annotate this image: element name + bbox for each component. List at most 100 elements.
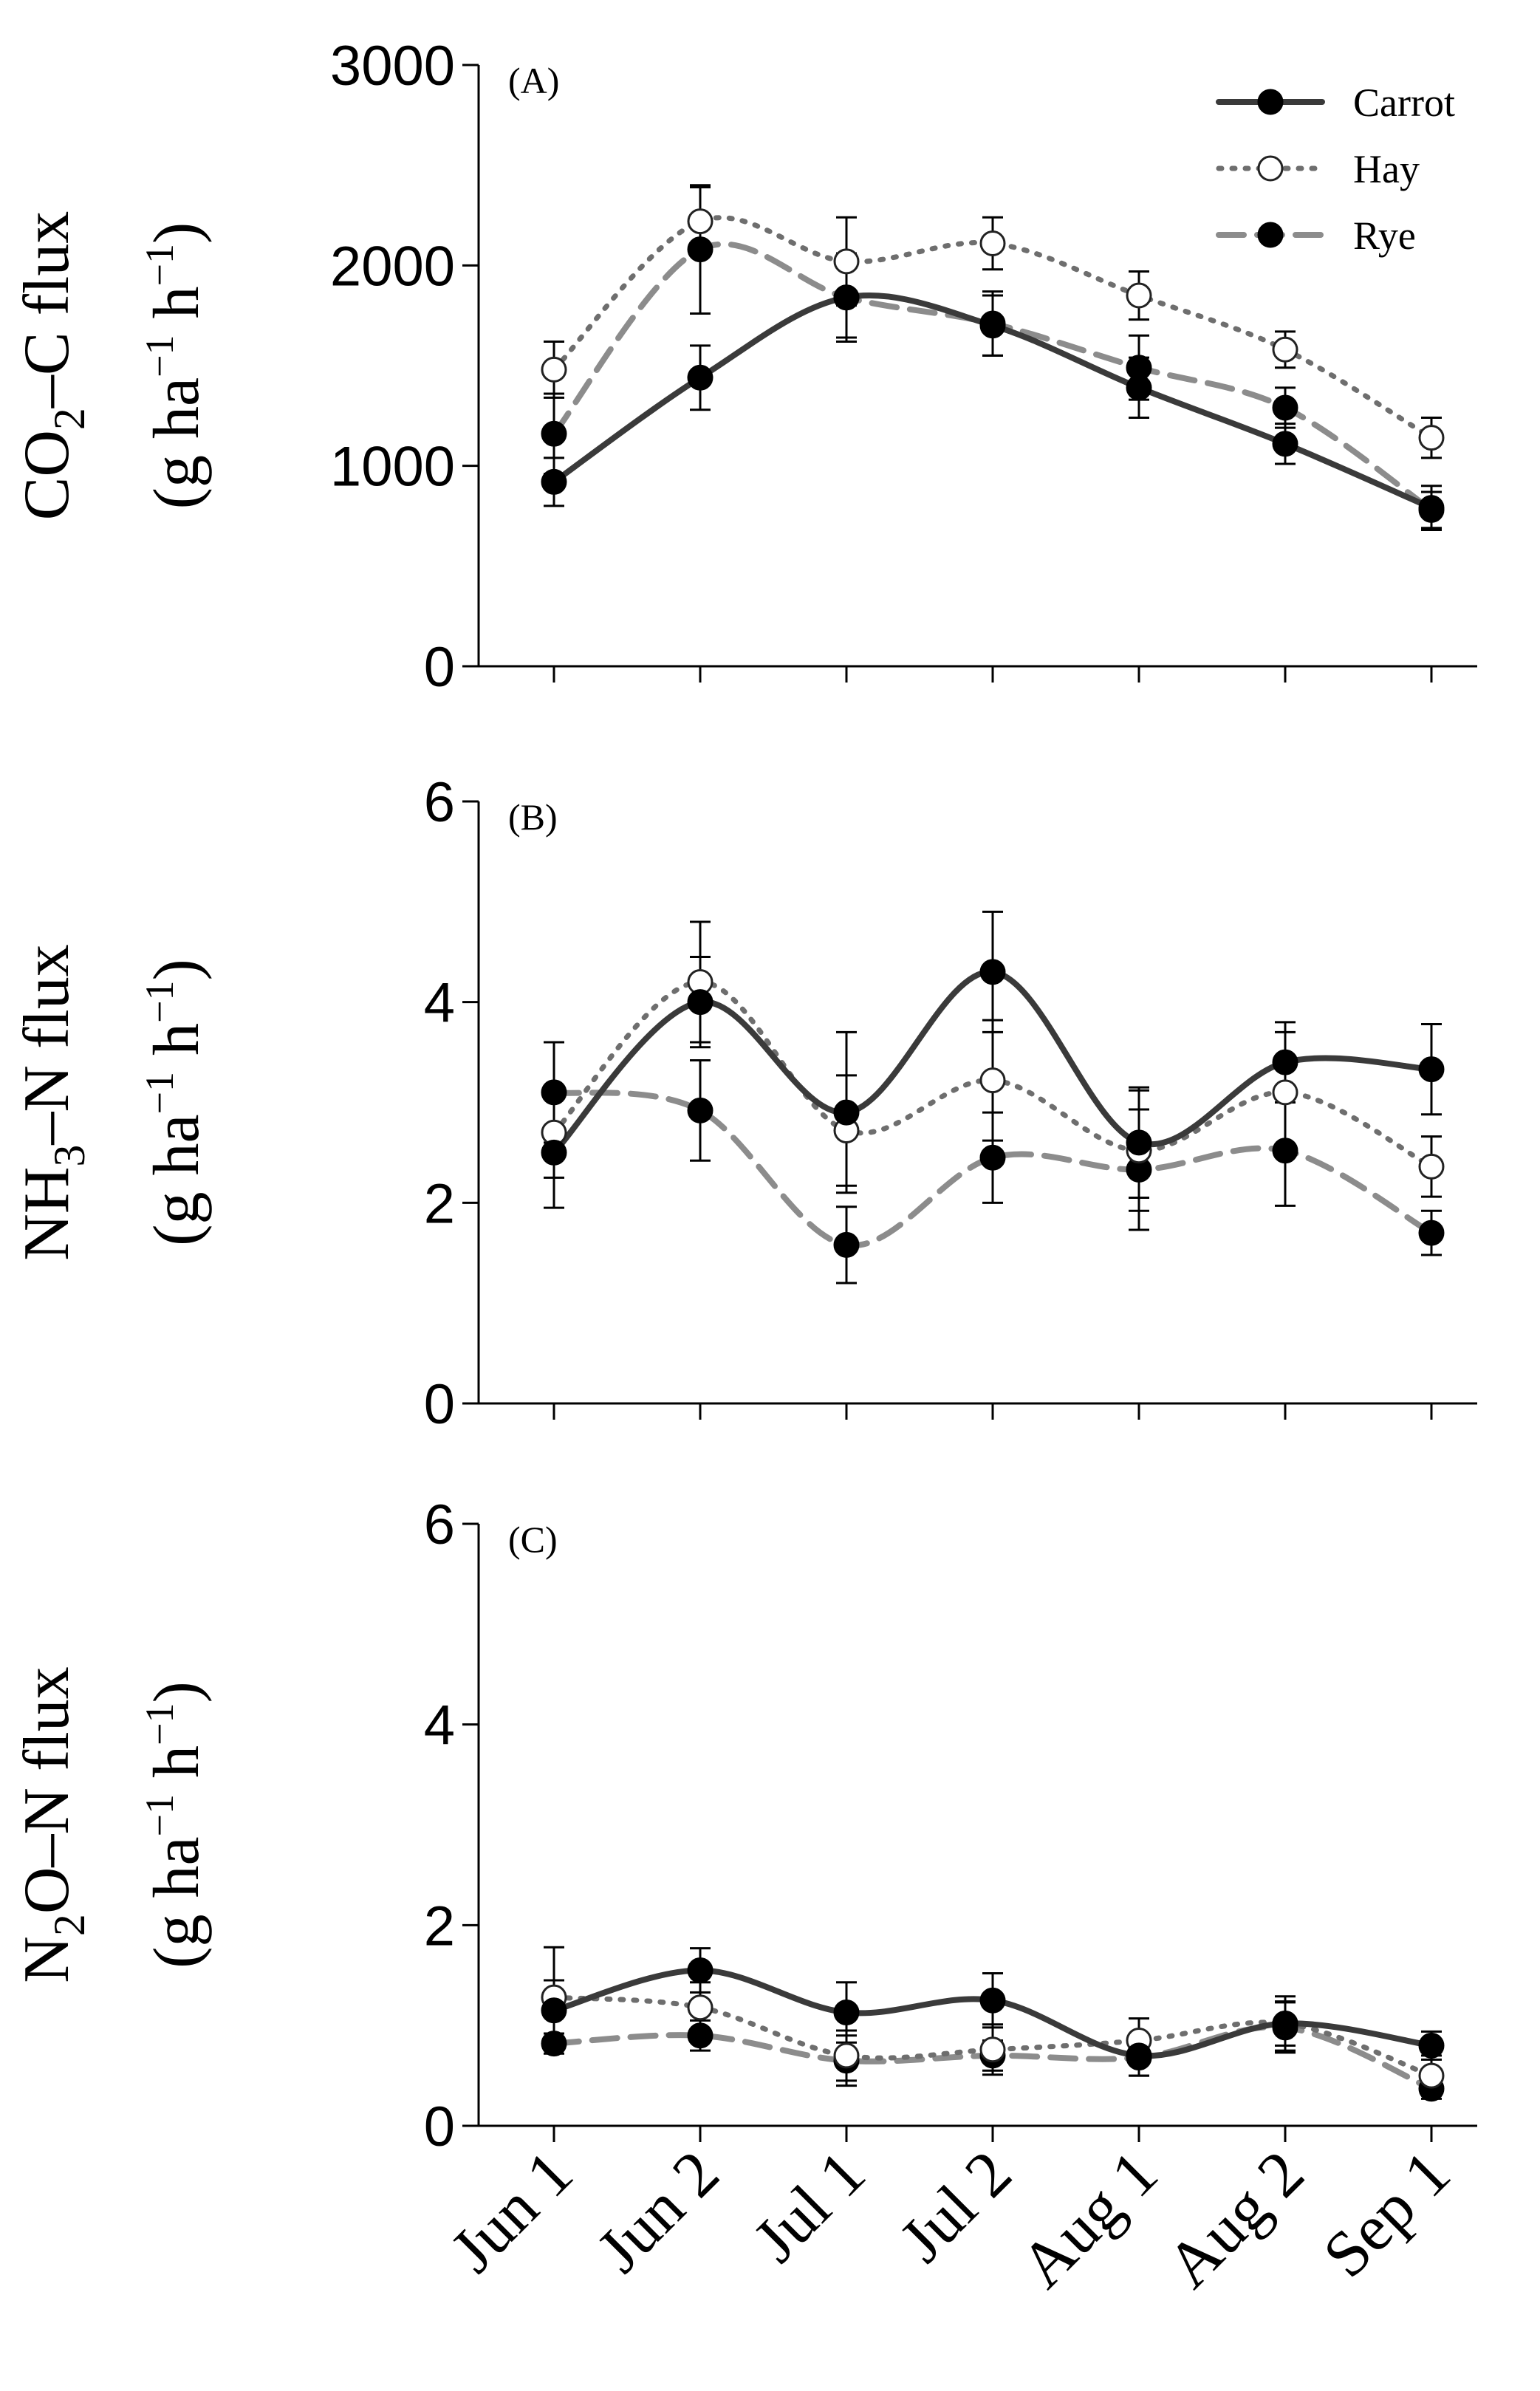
legend-label-rye: Rye <box>1353 213 1416 258</box>
y-axis-title-b: NH3–N flux <box>11 944 94 1260</box>
data-point-carrot <box>1418 1056 1445 1083</box>
y-axis-title-species: NH <box>11 1167 83 1261</box>
y-tick-label-a: 0 <box>424 636 455 699</box>
unit-exponent: −1 <box>137 244 182 286</box>
data-point-hay <box>1418 425 1445 451</box>
unit-part: ) <box>141 959 213 980</box>
x-tick-label: Jul 1 <box>740 2138 879 2277</box>
y-tick-label-b: 0 <box>424 1373 455 1436</box>
data-point-carrot <box>1126 1129 1152 1156</box>
unit-part: ) <box>141 1681 213 1703</box>
y-axis-title-rest: O–N flux <box>11 1666 83 1914</box>
data-point-carrot <box>1418 495 1445 521</box>
data-point-hay <box>1418 1153 1445 1180</box>
data-point-carrot <box>541 468 567 495</box>
legend-marker-rye <box>1257 222 1284 248</box>
data-point-hay <box>979 1067 1006 1094</box>
x-tick-label: Jul 2 <box>886 2138 1025 2277</box>
data-point-carrot <box>687 364 713 391</box>
data-point-hay <box>833 2042 860 2069</box>
y-axis-unit-c: (g ha−1 h−1) <box>137 1681 213 1968</box>
legend-marker-carrot <box>1257 89 1284 115</box>
data-point-hay <box>687 1994 713 2021</box>
data-point-rye <box>1272 1138 1298 1164</box>
y-tick-label-b: 2 <box>424 1172 455 1235</box>
legend-item-rye: Rye <box>1216 213 1416 258</box>
y-tick-label-c: 4 <box>424 1694 455 1757</box>
panel-label-a: (A) <box>508 60 559 101</box>
data-point-rye <box>541 2031 567 2057</box>
unit-exponent: −1 <box>137 1072 182 1114</box>
y-axis-unit-a: (g ha−1 h−1) <box>137 222 213 510</box>
data-point-carrot <box>979 959 1006 985</box>
data-point-hay <box>1272 1079 1298 1106</box>
data-point-hay <box>1272 336 1298 363</box>
x-tick-label: Jun 1 <box>437 2138 586 2287</box>
legend-label-carrot: Carrot <box>1353 81 1455 125</box>
unit-part: h <box>141 1745 213 1794</box>
data-point-rye <box>687 236 713 263</box>
data-point-carrot <box>541 1997 567 2024</box>
y-axis-title-species: CO <box>11 430 83 520</box>
panel-label-b: (B) <box>508 796 558 838</box>
y-tick-label-c: 0 <box>424 2096 455 2158</box>
unit-exponent: −1 <box>137 1794 182 1836</box>
data-point-carrot <box>833 1099 860 1126</box>
data-point-carrot <box>541 1139 567 1166</box>
data-point-rye <box>1418 1220 1445 1246</box>
legend-marker-hay <box>1257 155 1284 182</box>
y-axis-title-rest: –C flux <box>11 211 83 408</box>
unit-part: (g ha <box>141 1836 213 1968</box>
data-point-carrot <box>1272 2010 1298 2036</box>
data-point-rye <box>979 1144 1006 1171</box>
legend-item-carrot: Carrot <box>1216 81 1455 125</box>
y-axis-title-subscript: 2 <box>45 408 94 430</box>
y-tick-label-b: 4 <box>424 972 455 1035</box>
data-point-hay <box>1126 282 1152 309</box>
y-axis-title-rest: –N flux <box>11 944 83 1145</box>
unit-part: h <box>141 286 213 335</box>
y-tick-label-a: 1000 <box>330 436 455 499</box>
unit-exponent: −1 <box>137 981 182 1023</box>
data-point-carrot <box>833 2000 860 2026</box>
data-point-rye <box>687 2022 713 2049</box>
data-point-carrot <box>1126 374 1152 401</box>
data-point-rye <box>541 1079 567 1106</box>
x-tick-label: Aug 1 <box>1007 2138 1171 2302</box>
data-point-rye <box>833 1231 860 1258</box>
y-axis-title-a: CO2–C flux <box>11 211 94 521</box>
y-axis-title-subscript: 3 <box>45 1145 94 1167</box>
y-tick-label-b: 6 <box>424 771 455 834</box>
data-point-rye <box>1272 394 1298 421</box>
data-point-carrot <box>979 312 1006 339</box>
y-axis-unit-b: (g ha−1 h−1) <box>137 959 213 1246</box>
unit-exponent: −1 <box>137 1703 182 1745</box>
data-point-rye <box>541 420 567 447</box>
x-tick-label: Jun 2 <box>584 2138 733 2287</box>
data-point-hay <box>541 356 567 383</box>
unit-part: ) <box>141 222 213 244</box>
data-point-hay <box>979 230 1006 256</box>
unit-part: (g ha <box>141 377 213 509</box>
legend-label-hay: Hay <box>1353 147 1420 191</box>
data-point-carrot <box>1272 431 1298 457</box>
y-axis-title-subscript: 2 <box>45 1914 94 1936</box>
data-point-hay <box>833 248 860 275</box>
unit-part: (g ha <box>141 1114 213 1245</box>
series-line-rye-a <box>551 241 1434 513</box>
data-point-carrot <box>687 989 713 1016</box>
y-axis-title-species: N <box>11 1936 83 1983</box>
x-tick-label: Sep 1 <box>1310 2138 1465 2292</box>
y-tick-label-c: 6 <box>424 1494 455 1556</box>
unit-exponent: −1 <box>137 335 182 377</box>
data-point-carrot <box>1272 1049 1298 1075</box>
data-point-rye <box>687 1097 713 1123</box>
y-tick-label-a: 2000 <box>330 235 455 298</box>
data-point-hay <box>687 208 713 235</box>
unit-part: h <box>141 1023 213 1072</box>
y-tick-label-a: 3000 <box>330 35 455 98</box>
legend-item-hay: Hay <box>1216 147 1420 191</box>
x-tick-label: Aug 2 <box>1154 2138 1318 2302</box>
